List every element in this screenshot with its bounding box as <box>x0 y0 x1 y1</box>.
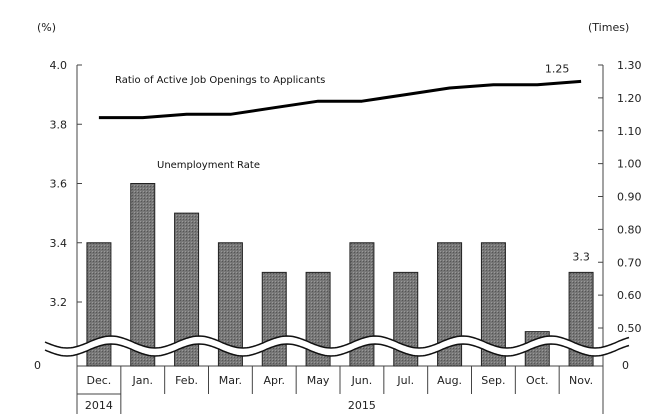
category-label: Dec. <box>87 374 112 387</box>
left-tick-label: 4.0 <box>50 59 68 72</box>
left-tick-label: 3.8 <box>50 118 68 131</box>
year-label: 2014 <box>85 399 113 412</box>
category-label: Apr. <box>263 374 285 387</box>
right-axis-unit: (Times) <box>588 21 629 34</box>
right-tick-label: 0.70 <box>617 256 642 269</box>
bar-series-name: Unemployment Rate <box>157 160 260 171</box>
right-tick-label: 0.80 <box>617 223 642 236</box>
bar-end-label: 3.3 <box>572 250 590 263</box>
category-label: Mar. <box>219 374 242 387</box>
left-tick-label: 3.4 <box>50 237 68 250</box>
category-label: Jan. <box>132 374 153 387</box>
axis-break-band <box>45 336 630 356</box>
axis-break <box>44 335 630 357</box>
bar <box>130 183 156 367</box>
line-series <box>98 79 582 120</box>
right-zero-label: 0 <box>622 359 629 372</box>
category-label: Jun. <box>351 374 373 387</box>
line-series-name: Ratio of Active Job Openings to Applican… <box>115 75 325 86</box>
category-label: May <box>307 374 330 387</box>
line-end-label: 1.25 <box>545 62 570 75</box>
axis-break-line <box>44 335 630 349</box>
right-tick-label: 0.60 <box>617 289 642 302</box>
category-label: Jul. <box>396 374 414 387</box>
right-tick-label: 1.00 <box>617 158 642 171</box>
year-label: 2015 <box>348 399 376 412</box>
category-label: Nov. <box>569 374 593 387</box>
category-label: Oct. <box>526 374 549 387</box>
right-tick-label: 0.90 <box>617 191 642 204</box>
left-axis-unit: (%) <box>37 21 56 34</box>
bar <box>261 271 287 367</box>
right-tick-label: 1.20 <box>617 92 642 105</box>
right-tick-label: 1.30 <box>617 59 642 72</box>
left-tick-label: 3.6 <box>50 178 68 191</box>
axes <box>76 64 604 414</box>
axis-break-line <box>44 343 630 357</box>
category-label: Feb. <box>175 374 198 387</box>
tick-labels: 4.0 3.8 3.6 3.4 3.2 0 1.30 1.20 1.10 1.00 0.90 0.80… <box>34 59 642 412</box>
category-label: Aug. <box>437 374 462 387</box>
left-tick-label: 3.2 <box>50 296 68 309</box>
right-tick-label: 0.50 <box>617 322 642 335</box>
category-label: Sep. <box>481 374 505 387</box>
right-tick-label: 1.10 <box>617 125 642 138</box>
ratio-line <box>98 79 582 120</box>
left-zero-label: 0 <box>34 359 41 372</box>
bar-series <box>86 183 594 367</box>
